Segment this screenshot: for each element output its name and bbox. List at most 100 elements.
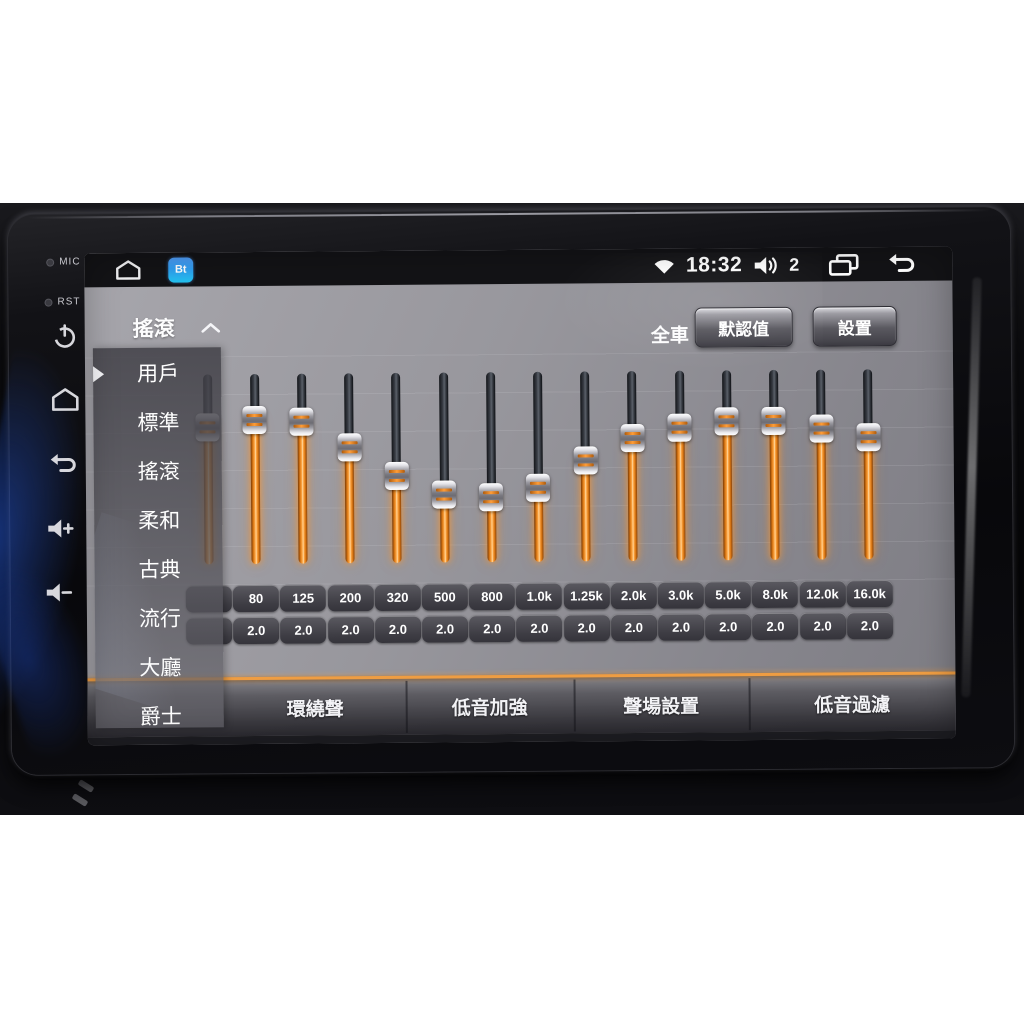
slider-track-lower[interactable] [580, 460, 591, 562]
back-icon [889, 253, 915, 272]
eq-band: 200 2.0 [325, 251, 375, 743]
eq-band: 800 2.0 [466, 250, 516, 742]
recent-apps-icon [828, 253, 859, 276]
zone-label: 全車 [650, 325, 689, 347]
preset-dropdown-menu: 用戶標準搖滾柔和古典流行大廳爵士 [92, 347, 224, 729]
slider-handle[interactable] [809, 414, 834, 443]
freq-label: 200 [327, 584, 374, 612]
slider-handle[interactable] [289, 407, 314, 436]
eq-band: 320 2.0 [372, 251, 422, 743]
slider-handle[interactable] [479, 483, 504, 512]
slider-handle[interactable] [526, 473, 551, 502]
back-button[interactable] [886, 252, 918, 276]
slider-handle[interactable] [620, 423, 645, 453]
slider-track-lower[interactable] [627, 438, 638, 562]
slider-track-lower[interactable] [769, 420, 780, 560]
tab-label: 低音過濾 [814, 694, 891, 717]
volume-down-button[interactable] [45, 580, 75, 604]
preset-option[interactable]: 古典 [138, 558, 181, 582]
slider-handle[interactable] [384, 461, 409, 490]
vent-slat [71, 793, 89, 807]
head-unit: MIC RST [0, 207, 1015, 775]
slider-handle[interactable] [667, 413, 692, 442]
freq-label: 5.0k [704, 581, 752, 609]
vent-slat [77, 779, 95, 793]
preset-selected-label: 搖滾 [132, 317, 175, 341]
volume-up-button[interactable] [46, 516, 76, 540]
home-icon [51, 388, 79, 411]
preset-option[interactable]: 大廳 [139, 656, 182, 680]
band-value: 2.0 [799, 612, 846, 640]
slider-track-upper[interactable] [485, 372, 496, 498]
power-icon [54, 324, 76, 348]
volume-level: 2 [789, 254, 800, 275]
eq-band: 125 2.0 [278, 251, 328, 743]
slider-track-lower[interactable] [250, 419, 261, 565]
slider-track-lower[interactable] [344, 447, 355, 564]
band-value: 2.0 [846, 612, 893, 640]
screen-glare [961, 277, 982, 698]
band-value: 2.0 [421, 615, 469, 643]
band-value: 2.0 [233, 616, 280, 645]
slider-track-upper[interactable] [438, 372, 449, 495]
slider-handle[interactable] [337, 433, 362, 462]
preset-option[interactable]: 爵士 [139, 705, 182, 729]
wifi-icon [654, 259, 674, 274]
rst-label[interactable]: RST [44, 296, 81, 308]
freq-label: 1.0k [516, 582, 563, 610]
preset-option-active[interactable]: 搖滾 [137, 460, 180, 484]
tab-label: 環繞聲 [286, 698, 344, 721]
slider-handle[interactable] [856, 423, 881, 452]
home-button[interactable] [114, 259, 142, 281]
power-button[interactable] [51, 322, 79, 350]
slider-track-upper[interactable] [532, 371, 543, 488]
preset-option[interactable]: 柔和 [138, 509, 181, 533]
slider-handle[interactable] [431, 480, 457, 509]
back-button-bezel[interactable] [48, 452, 80, 476]
freq-label: 500 [421, 583, 468, 611]
band-value: 2.0 [563, 614, 610, 642]
freq-label: 1.25k [563, 582, 610, 610]
preset-selector[interactable]: 搖滾 [133, 312, 221, 343]
slider-track-upper[interactable] [391, 372, 402, 476]
slider-track-lower[interactable] [816, 428, 827, 560]
slider-handle[interactable] [242, 405, 267, 435]
freq-label: 3.0k [657, 581, 704, 609]
preset-option[interactable]: 用戶 [136, 362, 180, 386]
slider-track-lower[interactable] [675, 427, 686, 561]
slider-track-lower[interactable] [722, 421, 733, 561]
slider-handle[interactable] [573, 446, 598, 475]
slider-handle[interactable] [714, 407, 739, 436]
settings-button[interactable]: 設置 [812, 305, 897, 347]
slider-handle[interactable] [761, 406, 786, 436]
band-value: 2.0 [374, 615, 421, 644]
reset-hole[interactable] [44, 298, 53, 307]
tab-4[interactable]: 低音過濾 [748, 675, 955, 733]
tab-label: 聲場設置 [623, 696, 700, 718]
mic-label: MIC [46, 256, 81, 268]
slider-track-lower[interactable] [297, 421, 308, 564]
status-bar: Bt 18:32 2 [84, 246, 953, 288]
home-button-bezel[interactable] [49, 386, 81, 412]
slider-track-lower[interactable] [863, 437, 874, 560]
tab-2[interactable]: 低音加強 [405, 678, 573, 735]
eq-band: 1.0k 2.0 [513, 250, 563, 742]
recent-apps-button[interactable] [828, 253, 859, 276]
volume-up-icon [48, 519, 74, 538]
tab-label: 低音加強 [451, 697, 528, 719]
freq-label: 8.0k [752, 580, 799, 609]
tab-1[interactable]: 環繞聲 [224, 679, 405, 736]
freq-label: 16.0k [846, 580, 893, 608]
preset-option[interactable]: 標準 [137, 411, 180, 435]
band-value: 2.0 [705, 613, 752, 641]
bluetooth-app-icon[interactable]: Bt [168, 256, 194, 283]
freq-label: 80 [232, 584, 280, 613]
home-icon [116, 260, 141, 280]
freq-label: 12.0k [799, 580, 846, 608]
preset-option[interactable]: 流行 [138, 607, 182, 631]
volume-down-icon [46, 583, 73, 602]
default-values-button[interactable]: 默認值 [694, 306, 793, 348]
tab-3[interactable]: 聲場設置 [573, 676, 748, 733]
screen: Bt 18:32 2 [84, 246, 956, 746]
band-value: 2.0 [516, 614, 563, 642]
